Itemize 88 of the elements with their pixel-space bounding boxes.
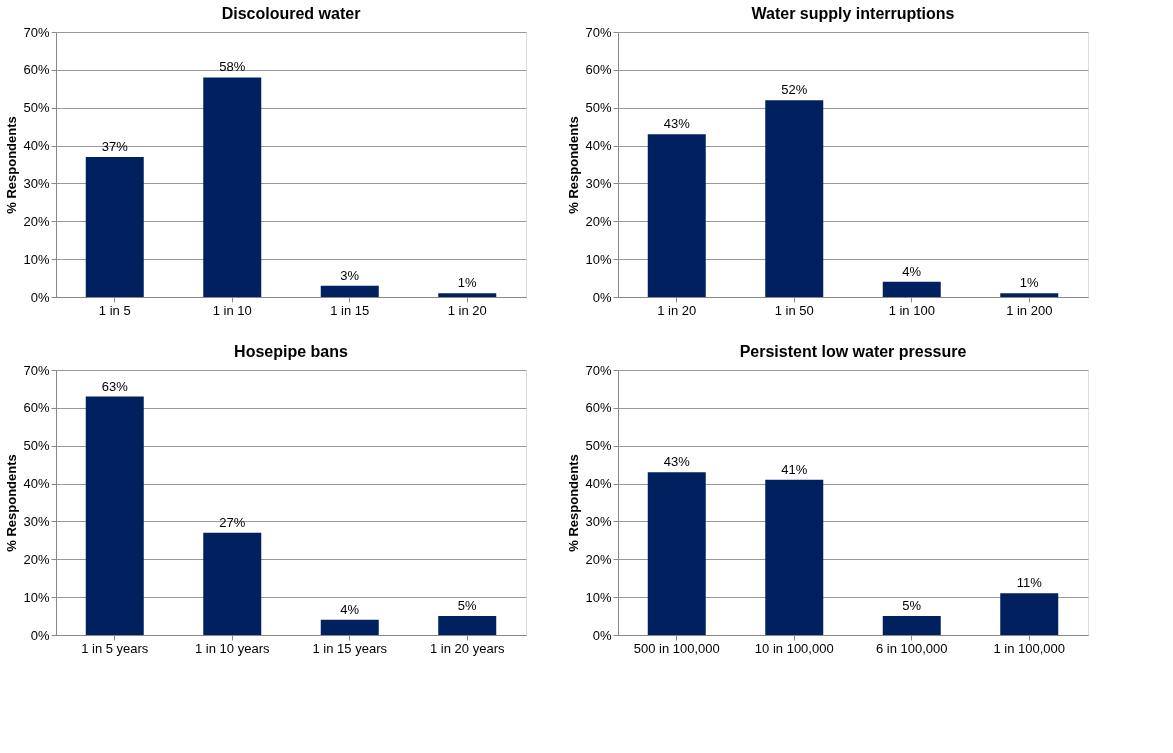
y-tick-label: 40% [23,476,50,492]
y-axis-title: % Respondents [566,116,582,214]
x-tick-label: 1 in 15 [330,302,370,318]
y-tick-label: 0% [592,627,612,643]
y-tick-label: 70% [585,24,612,40]
data-label: 63% [101,378,129,394]
bar [647,134,706,297]
x-tick-label: 1 in 100 [888,302,935,318]
bar [1000,293,1059,297]
x-tick-label: 10 in 100,000 [754,640,834,656]
bar [85,156,144,297]
chart-title: Hosepipe bans [234,343,348,360]
y-tick-label: 10% [23,251,50,267]
bar [438,616,497,635]
data-label: 4% [902,263,922,279]
data-label: 5% [457,598,478,614]
x-tick-label: 1 in 200 [1006,302,1053,318]
y-tick-label: 50% [585,438,612,454]
bar [203,532,262,635]
y-tick-label: 60% [23,400,50,416]
x-tick-label: 1 in 5 [98,302,131,318]
chart-title: Persistent low water pressure [739,343,967,360]
bar [320,619,379,635]
chart-title: Water supply interruptions [751,5,955,22]
x-tick-label: 1 in 20 years [430,640,505,656]
bar [882,616,941,635]
y-tick-label: 30% [23,175,50,191]
x-tick-label: 1 in 100,000 [993,640,1066,656]
y-tick-label: 60% [585,400,612,416]
data-label: 5% [902,598,922,614]
bar [765,479,824,635]
chart-title: Discoloured water [221,5,361,22]
data-label: 37% [101,138,129,154]
y-tick-label: 50% [23,438,50,454]
x-tick-label: 1 in 50 [774,302,814,318]
y-tick-label: 60% [585,62,612,78]
x-tick-label: 1 in 15 years [312,640,388,656]
data-label: 11% [1016,575,1043,591]
data-label: 27% [219,514,246,530]
bar [438,293,497,297]
x-tick-label: 1 in 5 years [81,640,149,656]
y-tick-label: 50% [23,100,50,116]
data-label: 43% [663,454,691,470]
x-tick-label: 1 in 20 [657,302,697,318]
bar [765,100,824,297]
bar [320,285,379,297]
y-tick-label: 10% [23,589,50,605]
y-tick-label: 10% [585,251,612,267]
data-label: 1% [457,275,478,291]
y-tick-label: 50% [585,100,612,116]
y-tick-label: 60% [23,62,50,78]
data-label: 43% [663,116,691,132]
y-tick-label: 40% [585,138,612,154]
y-tick-label: 70% [23,24,50,40]
data-label: 1% [1019,275,1040,291]
y-axis-title: % Respondents [566,454,582,552]
y-tick-label: 40% [585,476,612,492]
y-tick-label: 70% [585,362,612,378]
data-label: 3% [340,267,360,283]
y-tick-label: 30% [23,513,50,529]
y-tick-label: 30% [585,513,612,529]
bar [203,77,262,297]
y-tick-label: 0% [30,627,50,643]
bar [882,281,941,297]
y-axis-title: % Respondents [4,116,20,214]
y-axis-title: % Respondents [4,454,20,552]
y-tick-label: 20% [585,213,612,229]
y-tick-label: 40% [23,138,50,154]
y-tick-label: 0% [30,289,50,305]
y-tick-label: 20% [585,551,612,567]
y-tick-label: 30% [585,175,612,191]
y-tick-label: 20% [23,551,50,567]
data-label: 41% [781,461,808,477]
data-label: 58% [219,59,246,75]
x-tick-label: 1 in 10 years [195,640,270,656]
y-tick-label: 10% [585,589,612,605]
x-tick-label: 1 in 10 [212,302,252,318]
data-label: 4% [340,601,360,617]
y-tick-label: 20% [23,213,50,229]
x-tick-label: 1 in 20 [447,302,487,318]
y-tick-label: 70% [23,362,50,378]
x-tick-label: 500 in 100,000 [633,640,720,656]
y-tick-label: 0% [592,289,612,305]
data-label: 52% [781,82,808,98]
x-tick-label: 6 in 100,000 [875,640,948,656]
bar [1000,593,1059,635]
bar [85,396,144,635]
bar [647,472,706,635]
